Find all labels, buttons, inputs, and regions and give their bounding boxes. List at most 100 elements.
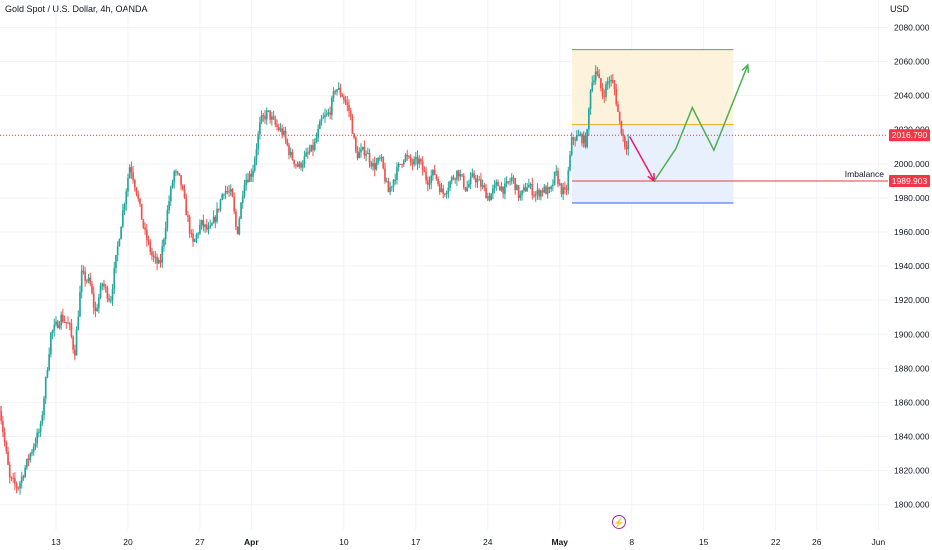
time-tick-label: 13 xyxy=(51,537,61,547)
candle-body xyxy=(545,186,547,195)
candle-body xyxy=(428,183,431,185)
candle-body xyxy=(139,198,141,204)
time-tick-label: 24 xyxy=(483,537,493,547)
projection-red-path xyxy=(628,136,655,182)
candle-body xyxy=(274,118,277,125)
candle-body xyxy=(307,152,309,154)
candle-body xyxy=(147,240,150,242)
candles xyxy=(0,65,630,495)
candle-body xyxy=(248,173,251,182)
candle-body xyxy=(41,414,44,424)
candle-body xyxy=(127,178,129,192)
candle-body xyxy=(337,87,340,90)
candle-body xyxy=(259,122,261,135)
candle-body xyxy=(193,239,196,242)
candle-body xyxy=(521,190,523,195)
candle-body xyxy=(504,183,506,194)
candle-body xyxy=(229,189,232,192)
candle-body xyxy=(8,464,11,478)
candle-body xyxy=(348,104,350,111)
candle-body xyxy=(123,203,126,211)
candle-body xyxy=(113,268,116,290)
candle-body xyxy=(408,156,410,158)
candle-body xyxy=(454,178,457,180)
candle-body xyxy=(483,185,486,188)
candle-body xyxy=(236,226,239,235)
candle-body xyxy=(39,423,42,433)
lightning-icon[interactable]: ⚡ xyxy=(612,515,626,529)
price-tick-label: 1900.000 xyxy=(894,329,930,339)
candle-body xyxy=(605,84,607,97)
price-tick-label: 1920.000 xyxy=(894,295,930,305)
candle-body xyxy=(228,191,230,193)
price-tick-label: 1940.000 xyxy=(894,261,930,271)
candle-body xyxy=(378,157,381,159)
candle-body xyxy=(205,224,208,230)
candle-body xyxy=(327,112,330,114)
candle-body xyxy=(404,154,407,161)
candle-body xyxy=(252,170,254,177)
candle-body xyxy=(485,187,487,199)
candle-body xyxy=(377,157,379,163)
candle-body xyxy=(449,181,451,189)
candle-body xyxy=(385,181,388,183)
candle-body xyxy=(173,171,176,183)
candle-body xyxy=(416,157,419,164)
candle-body xyxy=(418,159,421,164)
time-tick-label: 26 xyxy=(812,537,822,547)
candle-body xyxy=(19,482,21,489)
candle-body xyxy=(459,174,462,177)
candle-body xyxy=(502,186,505,194)
candle-body xyxy=(611,79,614,83)
candle-body xyxy=(474,177,477,183)
candle-body xyxy=(238,218,241,235)
time-tick-label: Apr xyxy=(244,537,259,547)
candle-body xyxy=(154,256,157,258)
candle-body xyxy=(346,102,349,105)
candle-body xyxy=(80,270,83,292)
candle-body xyxy=(202,220,205,227)
candle-body xyxy=(622,133,624,137)
candle-body xyxy=(319,121,321,129)
candle-body xyxy=(526,187,529,192)
candle-body xyxy=(68,322,71,324)
time-axis[interactable]: 13 20 27 Apr 10 17 24 May 8 15 22 26 Jun xyxy=(51,537,885,547)
candle-body xyxy=(368,153,371,163)
imbalance-price-badge xyxy=(889,175,930,188)
candle-body xyxy=(599,78,602,89)
candle-body xyxy=(387,181,390,193)
candle-body xyxy=(65,322,68,324)
candle-body xyxy=(557,170,559,185)
time-tick-label: 8 xyxy=(629,537,634,547)
candle-body xyxy=(257,134,260,150)
trade-zone xyxy=(572,49,734,204)
price-axis[interactable]: 1800.000 1820.000 1840.000 1860.000 1880.000… xyxy=(889,22,930,510)
candle-body xyxy=(75,329,78,356)
candle-body xyxy=(279,128,282,131)
candle-body xyxy=(216,208,218,222)
stop-zone xyxy=(572,124,734,204)
candle-body xyxy=(492,188,494,194)
imbalance-price-label: 1989.903 xyxy=(892,176,928,186)
candle-body xyxy=(567,170,570,190)
time-tick-label: 15 xyxy=(699,537,709,547)
candle-body xyxy=(372,163,374,167)
candle-body xyxy=(175,171,177,173)
candle-body xyxy=(53,324,56,331)
time-tick-label: 22 xyxy=(771,537,781,547)
candle-body xyxy=(317,128,319,138)
candle-body xyxy=(533,195,535,197)
candle-body xyxy=(584,135,587,147)
candle-body xyxy=(214,216,217,222)
candle-body xyxy=(77,316,80,330)
candle-body xyxy=(183,189,186,198)
candle-body xyxy=(330,97,333,115)
candle-body xyxy=(121,210,124,227)
candle-body xyxy=(20,476,23,483)
candle-body xyxy=(390,186,393,188)
candle-body xyxy=(570,137,573,155)
candle-body xyxy=(108,298,110,301)
candle-body xyxy=(572,137,575,140)
candle-body xyxy=(541,190,544,193)
